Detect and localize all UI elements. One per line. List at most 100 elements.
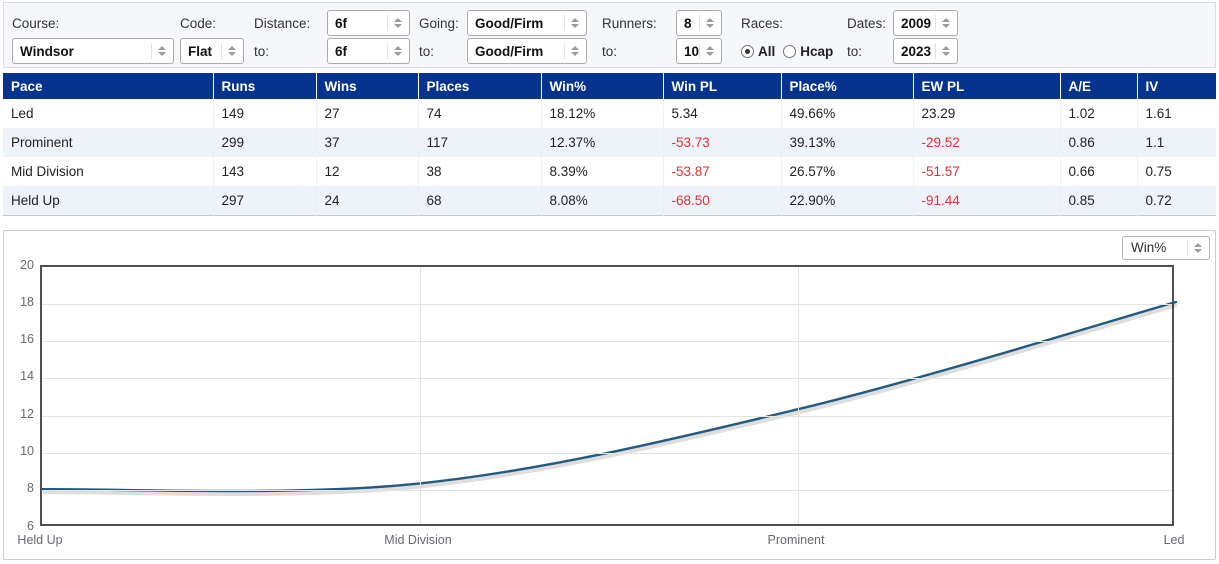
spinner-icon (935, 43, 955, 59)
table-row: Prominent 299 37 117 12.37% -53.73 39.13% -29.5… (3, 128, 1216, 157)
spinner-icon (564, 43, 584, 59)
table-cell: Prominent (3, 128, 213, 157)
win-percent-line (40, 300, 1178, 492)
y-axis-tick-label: 8 (27, 481, 34, 496)
y-axis-tick-label: 20 (20, 257, 34, 272)
x-axis-category-label: Mid Division (384, 532, 452, 547)
filter-panel: Course: Windsor Code: Flat Distance: to:… (3, 2, 1216, 68)
gridline (42, 341, 1172, 343)
course-label: Course: (12, 15, 60, 31)
spinner-icon (151, 43, 171, 59)
table-cell: 39.13% (780, 128, 913, 157)
y-axis-tick-label: 6 (27, 518, 34, 533)
pace-table: Pace Runs Wins Places Win% Win PL Place% EW PL A… (3, 73, 1216, 216)
table-cell: 23.29 (912, 99, 1060, 128)
runners-to-select[interactable]: 10 (676, 38, 722, 64)
table-cell: 27 (315, 99, 418, 128)
column-header: Win% (540, 73, 663, 99)
distance-from-select[interactable]: 6f (327, 10, 410, 36)
gridline (420, 266, 421, 524)
going-from-select[interactable]: Good/Firm (467, 10, 587, 36)
gridline (42, 415, 1172, 417)
x-axis-category-label: Held Up (17, 532, 63, 547)
dates-label: Dates: (847, 15, 887, 31)
column-header: Places (417, 73, 541, 99)
radio-unselected-icon (783, 44, 797, 58)
gridline (42, 378, 1172, 380)
chart-metric-select[interactable]: Win% (1122, 235, 1210, 260)
x-axis-category-label: Led (1163, 532, 1185, 547)
column-header: IV (1136, 73, 1216, 99)
table-body: Led 149 27 74 18.12% 5.34 49.66% 23.29 1.02 1.61 P… (3, 99, 1216, 215)
table-cell: 0.72 (1136, 186, 1216, 215)
code-select[interactable]: Flat (180, 38, 244, 64)
spinner-icon (699, 15, 719, 31)
table-header-row: Pace Runs Wins Places Win% Win PL Place% EW PL A… (3, 73, 1216, 99)
table-cell: 74 (417, 99, 541, 128)
spinner-icon (387, 15, 407, 31)
races-hcap-radio[interactable]: Hcap (783, 44, 833, 59)
table-cell: 1.02 (1059, 99, 1137, 128)
table-cell: 8.39% (540, 157, 663, 186)
code-label: Code: (180, 15, 217, 31)
table-cell: 5.34 (662, 99, 781, 128)
y-axis-tick-label: 10 (20, 443, 34, 458)
chart-panel: Win% 20 18 16 14 12 10 8 6 Held Up Mid Division Pr… (3, 229, 1216, 560)
table-cell: 68 (417, 186, 541, 215)
gridline (42, 490, 1172, 492)
table-cell: Held Up (3, 186, 213, 215)
table-cell: 49.66% (780, 99, 913, 128)
distance-to-select[interactable]: 6f (327, 38, 410, 64)
table-cell: 38 (417, 157, 541, 186)
x-axis-category-label: Prominent (767, 532, 825, 547)
table-cell: 22.90% (780, 186, 913, 215)
line-shadow (42, 301, 1178, 496)
table-cell: -68.50 (662, 186, 781, 215)
spinner-icon (387, 43, 407, 59)
spinner-icon (564, 15, 584, 31)
gridline (42, 452, 1172, 454)
runners-to-label: to: (602, 43, 618, 59)
gridline (798, 266, 799, 524)
dates-from-select[interactable]: 2009 (893, 10, 958, 36)
radio-selected-icon (741, 44, 754, 58)
table-cell: 26.57% (780, 157, 913, 186)
column-header: Place% (780, 73, 913, 99)
distance-to-label: to: (254, 43, 270, 59)
table-cell: -51.57 (912, 157, 1060, 186)
table-cell: 143 (212, 157, 316, 186)
table-cell: 0.75 (1136, 157, 1216, 186)
table-cell: 12.37% (540, 128, 663, 157)
course-select[interactable]: Windsor (12, 38, 174, 64)
plot-area (40, 264, 1178, 526)
races-all-radio[interactable]: All (741, 44, 775, 59)
table-cell: 0.85 (1059, 186, 1137, 215)
dates-to-select[interactable]: 2023 (893, 38, 958, 64)
runners-from-select[interactable]: 8 (676, 10, 722, 36)
table-cell: 0.66 (1059, 157, 1137, 186)
y-axis-tick-label: 18 (20, 294, 34, 309)
table-cell: Mid Division (11, 164, 84, 179)
races-label: Races: (741, 15, 784, 31)
table-cell: 18.12% (540, 99, 663, 128)
table-cell: -29.52 (912, 128, 1060, 157)
table-cell: 12 (315, 157, 418, 186)
column-header: Pace (3, 73, 213, 99)
y-axis-tick-label: 16 (20, 332, 34, 347)
spinner-icon (1187, 239, 1207, 256)
column-header: A/E (1059, 73, 1137, 99)
table-cell: -91.44 (912, 186, 1060, 215)
spinner-icon (699, 43, 719, 59)
win-percent-line-chart (40, 300, 1178, 496)
y-axis-tick-label: 14 (20, 369, 34, 384)
going-label: Going: (419, 15, 459, 31)
spinner-icon (935, 15, 955, 31)
table-cell: Led (11, 106, 34, 121)
table-cell: 1.1 (1136, 128, 1216, 157)
table-cell: 297 (212, 186, 316, 215)
table-row: Led 149 27 74 18.12% 5.34 49.66% 23.29 1.02 1.61 (3, 99, 1216, 128)
gridline (42, 303, 1172, 305)
going-to-label: to: (419, 43, 435, 59)
table-row: Mid Division 143 12 38 8.39% -53.87 26.57% -51.… (3, 157, 1216, 186)
going-to-select[interactable]: Good/Firm (467, 38, 587, 64)
